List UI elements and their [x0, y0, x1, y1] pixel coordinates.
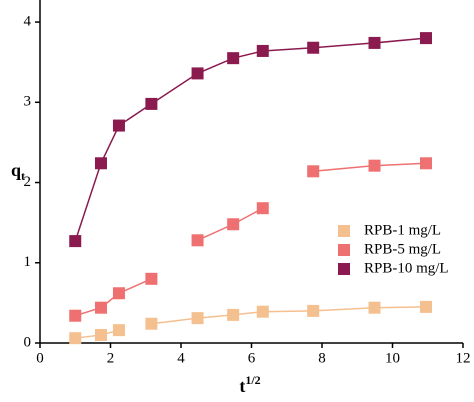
marker — [145, 97, 158, 110]
series-line — [74, 37, 427, 242]
marker — [191, 234, 204, 247]
marker — [368, 159, 381, 172]
legend-marker — [338, 244, 350, 256]
x-tick-label: 4 — [177, 350, 185, 366]
y-tick-label: 0 — [24, 334, 32, 350]
marker — [227, 218, 240, 231]
legend-marker — [338, 263, 350, 275]
marker — [419, 157, 432, 170]
y-label-main: q — [11, 160, 21, 180]
y-axis-label: qt — [11, 160, 25, 183]
marker — [256, 305, 269, 318]
x-tick-label: 2 — [107, 350, 115, 366]
y-label-sub: t — [21, 169, 25, 183]
marker — [112, 287, 125, 300]
marker — [307, 165, 320, 178]
x-axis-label: t1/2 — [239, 373, 260, 396]
x-tick-label: 8 — [318, 350, 326, 366]
x-label-sup: 1/2 — [245, 373, 260, 387]
x-tick-label: 0 — [36, 350, 44, 366]
marker — [94, 301, 107, 314]
legend-marker — [338, 225, 350, 237]
marker — [307, 304, 320, 317]
marker — [112, 324, 125, 337]
marker — [145, 272, 158, 285]
x-label-main: t — [239, 376, 245, 396]
marker — [94, 328, 107, 341]
marker — [419, 32, 432, 45]
marker — [368, 301, 381, 314]
x-tick-label: 6 — [248, 350, 256, 366]
marker — [145, 317, 158, 330]
series-line — [75, 278, 152, 317]
marker — [69, 332, 82, 345]
y-tick-label: 4 — [24, 13, 32, 29]
marker — [191, 67, 204, 80]
marker — [256, 44, 269, 57]
marker — [419, 300, 432, 313]
marker — [368, 36, 381, 49]
y-tick-label: 3 — [24, 94, 32, 110]
x-tick-label: 10 — [385, 350, 400, 366]
marker — [112, 119, 125, 132]
marker — [227, 52, 240, 65]
x-tick-label: 12 — [456, 350, 471, 366]
marker — [307, 41, 320, 54]
marker — [191, 312, 204, 325]
legend-label: RPB-10 mg/L — [364, 260, 449, 276]
legend-label: RPB-5 mg/L — [364, 241, 441, 257]
y-tick-label: 1 — [24, 254, 32, 270]
marker — [69, 309, 82, 322]
marker — [69, 235, 82, 248]
legend-label: RPB-1 mg/L — [364, 222, 441, 238]
y-tick-label: 2 — [24, 174, 32, 190]
marker — [94, 157, 107, 170]
marker — [227, 308, 240, 321]
marker — [256, 202, 269, 215]
